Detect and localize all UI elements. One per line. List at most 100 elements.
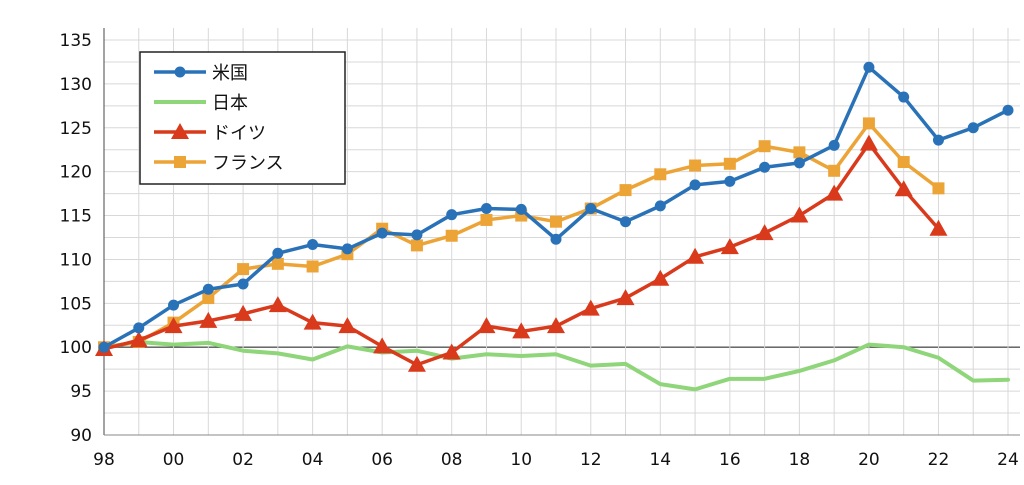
data-point — [307, 239, 319, 251]
y-tick-label: 130 — [60, 75, 92, 95]
data-point — [619, 184, 632, 197]
data-point — [268, 296, 287, 313]
data-point — [828, 164, 841, 177]
y-tick-label: 120 — [60, 163, 92, 183]
legend-entry: フランス — [154, 153, 284, 174]
data-point — [410, 239, 423, 252]
data-point — [689, 179, 701, 191]
x-tick-label: 04 — [302, 450, 324, 470]
data-point — [581, 299, 600, 316]
data-point — [723, 157, 736, 170]
data-point — [442, 343, 461, 360]
data-point — [133, 322, 145, 334]
data-point — [373, 337, 392, 354]
x-tick-label: 20 — [858, 450, 880, 470]
data-point — [859, 134, 878, 151]
y-tick-label: 135 — [60, 31, 92, 51]
x-tick-label: 98 — [93, 450, 115, 470]
data-point — [1002, 104, 1014, 116]
data-point — [477, 317, 496, 334]
data-point — [654, 200, 666, 212]
legend-swatch-marker — [174, 156, 186, 168]
data-point — [651, 269, 670, 286]
data-point — [411, 229, 423, 241]
legend-label: ドイツ — [212, 123, 266, 144]
data-point — [790, 206, 809, 223]
x-tick-label: 12 — [580, 450, 602, 470]
data-point — [446, 209, 458, 221]
series-米国 — [98, 61, 1014, 353]
legend-label: 日本 — [212, 93, 248, 114]
data-point — [168, 299, 180, 311]
series-ドイツ — [95, 134, 948, 372]
data-point — [550, 233, 562, 245]
legend-swatch-marker — [174, 66, 186, 78]
series-group — [95, 61, 1014, 392]
axes — [103, 28, 1020, 436]
data-point — [338, 317, 357, 334]
data-point — [199, 311, 218, 328]
data-point — [202, 283, 214, 295]
data-point — [341, 243, 353, 255]
data-point — [445, 229, 458, 242]
data-point — [828, 139, 840, 151]
data-point — [793, 146, 806, 159]
data-point — [407, 355, 426, 372]
data-point — [237, 278, 249, 290]
x-tick-label: 06 — [371, 450, 393, 470]
data-point — [863, 61, 875, 73]
legend-label: フランス — [212, 153, 284, 174]
data-point — [894, 180, 913, 197]
legend-entry: 米国 — [154, 63, 248, 84]
data-point — [550, 215, 562, 228]
data-point — [303, 313, 322, 330]
data-point — [932, 134, 944, 146]
data-point — [306, 260, 319, 273]
y-tick-label: 115 — [60, 207, 92, 227]
y-tick-label: 90 — [70, 426, 92, 446]
x-tick-label: 14 — [649, 450, 671, 470]
y-tick-label: 105 — [60, 294, 92, 314]
data-point — [480, 213, 493, 226]
data-point — [620, 216, 632, 228]
legend-label: 米国 — [212, 63, 248, 84]
data-point — [547, 317, 565, 334]
data-point — [234, 304, 253, 321]
data-point — [720, 238, 739, 255]
y-tick-label: 125 — [60, 119, 92, 139]
data-point — [129, 331, 148, 348]
data-point — [686, 247, 705, 264]
data-point — [376, 227, 388, 239]
series-日本 — [102, 339, 1010, 392]
data-point — [898, 91, 910, 103]
data-point — [98, 341, 110, 353]
legend-entry: 日本 — [154, 93, 248, 114]
data-point — [758, 140, 771, 153]
x-tick-label: 02 — [232, 450, 254, 470]
x-tick-label: 00 — [163, 450, 185, 470]
data-point — [512, 322, 531, 339]
data-point — [825, 184, 844, 201]
legend-swatch-marker — [171, 123, 189, 139]
data-point — [272, 247, 284, 259]
x-tick-label: 10 — [510, 450, 532, 470]
data-point — [237, 263, 250, 276]
x-tick-label: 22 — [928, 450, 950, 470]
y-tick-label: 100 — [60, 338, 92, 358]
x-tick-label: 16 — [719, 450, 741, 470]
data-point — [616, 289, 635, 306]
data-point — [654, 168, 667, 181]
data-point — [689, 159, 702, 172]
y-tick-label: 110 — [60, 250, 92, 270]
data-point — [897, 156, 910, 169]
x-tick-label: 24 — [997, 450, 1019, 470]
data-point — [932, 182, 945, 195]
data-point — [271, 257, 284, 270]
series-line — [102, 339, 1010, 392]
data-point — [759, 161, 771, 173]
data-point — [967, 122, 979, 134]
data-point — [480, 203, 492, 215]
data-point — [929, 219, 948, 236]
